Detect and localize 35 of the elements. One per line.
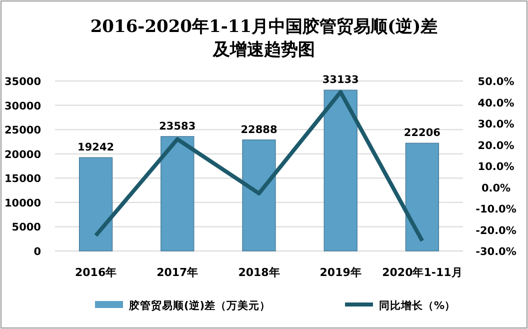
y2-tick-label: -10.0% (476, 204, 517, 216)
y-tick-label: 0 (34, 246, 41, 258)
y2-tick-label: -30.0% (476, 246, 517, 258)
bar (405, 142, 439, 252)
y2-tick-label: 30.0% (478, 118, 515, 130)
y-tick-label: 10000 (4, 197, 41, 210)
data-label: 22888 (240, 124, 278, 136)
x-tick-label: 2019年 (320, 266, 362, 279)
y-tick-label: 30000 (4, 100, 41, 112)
chart-title: 2016-2020年1-11月中国胶管贸易顺(逆)差及增速趋势图 (90, 17, 438, 60)
y-tick-label: 35000 (4, 76, 41, 88)
y-tick-label: 15000 (4, 173, 41, 186)
x-tick-label: 2017年 (156, 266, 198, 279)
legend-label: 同比增长（%） (379, 299, 456, 312)
data-label: 22206 (404, 127, 440, 140)
y2-tick-label: 10.0% (478, 161, 515, 173)
data-label: 19242 (78, 142, 114, 154)
y2-tick-label: -20.0% (476, 224, 517, 237)
x-tick-label: 2020年1-11月 (382, 266, 462, 279)
bar (324, 90, 358, 252)
data-label: 33133 (322, 74, 359, 86)
x-tick-label: 2016年 (74, 266, 117, 279)
y2-tick-label: 50.0% (478, 76, 515, 88)
y-tick-label: 5000 (12, 222, 41, 234)
y-tick-label: 25000 (4, 124, 41, 137)
bar (79, 157, 113, 252)
y-tick-label: 20000 (4, 148, 41, 161)
y2-tick-label: 40.0% (478, 97, 515, 110)
bar (242, 140, 276, 252)
y2-tick-label: 20.0% (478, 140, 515, 152)
bar (160, 136, 194, 252)
y2-tick-label: 0.0% (481, 182, 512, 194)
data-label: 23583 (159, 120, 196, 132)
legend-label: 胶管贸易顺(逆)差（万美元） (128, 299, 271, 312)
x-tick-label: 2018年 (238, 266, 280, 279)
